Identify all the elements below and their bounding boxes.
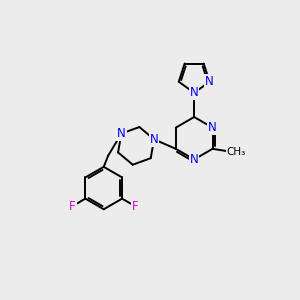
Text: N: N	[190, 153, 199, 166]
Text: N: N	[150, 133, 158, 146]
Text: N: N	[190, 86, 199, 99]
Text: N: N	[208, 121, 217, 134]
Text: CH₃: CH₃	[226, 147, 246, 157]
Text: F: F	[69, 200, 76, 212]
Text: N: N	[205, 75, 214, 88]
Text: N: N	[117, 127, 126, 140]
Text: F: F	[131, 200, 138, 212]
